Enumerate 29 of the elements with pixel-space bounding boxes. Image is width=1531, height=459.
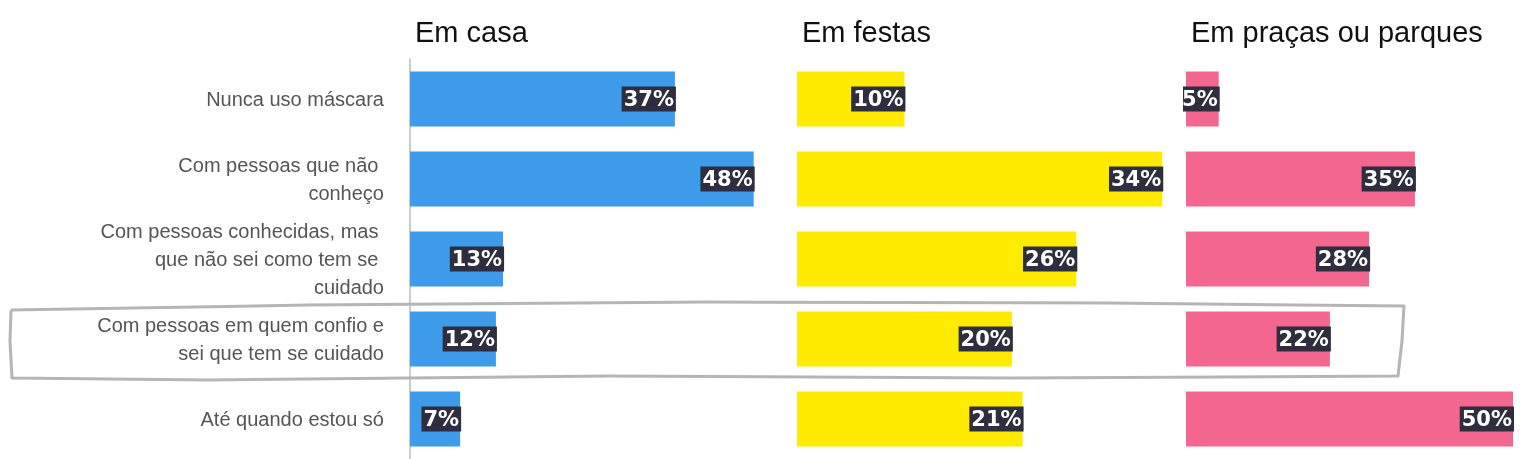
data-label: 5% [1182, 87, 1218, 111]
y-tick-label: Até quando estou só [200, 408, 384, 430]
y-tick-label: Com pessoas em quem confio e sei que tem se cuidado [97, 314, 384, 364]
bar [410, 71, 675, 127]
data-label: 34% [1110, 167, 1162, 191]
bar [1186, 151, 1415, 207]
data-label: 37% [623, 87, 674, 111]
bar [797, 151, 1163, 207]
chart-title: Em casa [415, 15, 529, 48]
data-label: 21% [971, 407, 1022, 431]
data-label: 12% [444, 327, 495, 351]
y-tick-label: Nunca uso máscara [206, 88, 385, 110]
chart-title: Em praças ou parques [1191, 15, 1483, 48]
data-label: 13% [451, 247, 503, 271]
data-label: 26% [1025, 247, 1076, 271]
data-label: 28% [1317, 247, 1369, 271]
data-label: 50% [1461, 407, 1512, 431]
y-tick-label: Com pessoas conhecidas, mas que não sei como tem se cuidado [100, 220, 384, 298]
data-label: 22% [1278, 327, 1329, 351]
bar [410, 151, 754, 207]
data-label: 48% [702, 167, 753, 191]
bar [797, 231, 1077, 287]
bar [1186, 391, 1513, 447]
data-label: 10% [853, 87, 904, 111]
data-label: 35% [1363, 167, 1414, 191]
data-label: 7% [423, 407, 460, 431]
data-label: 20% [960, 327, 1011, 351]
y-tick-label: Com pessoas que não conheço [178, 154, 384, 204]
chart-title: Em festas [802, 15, 931, 48]
